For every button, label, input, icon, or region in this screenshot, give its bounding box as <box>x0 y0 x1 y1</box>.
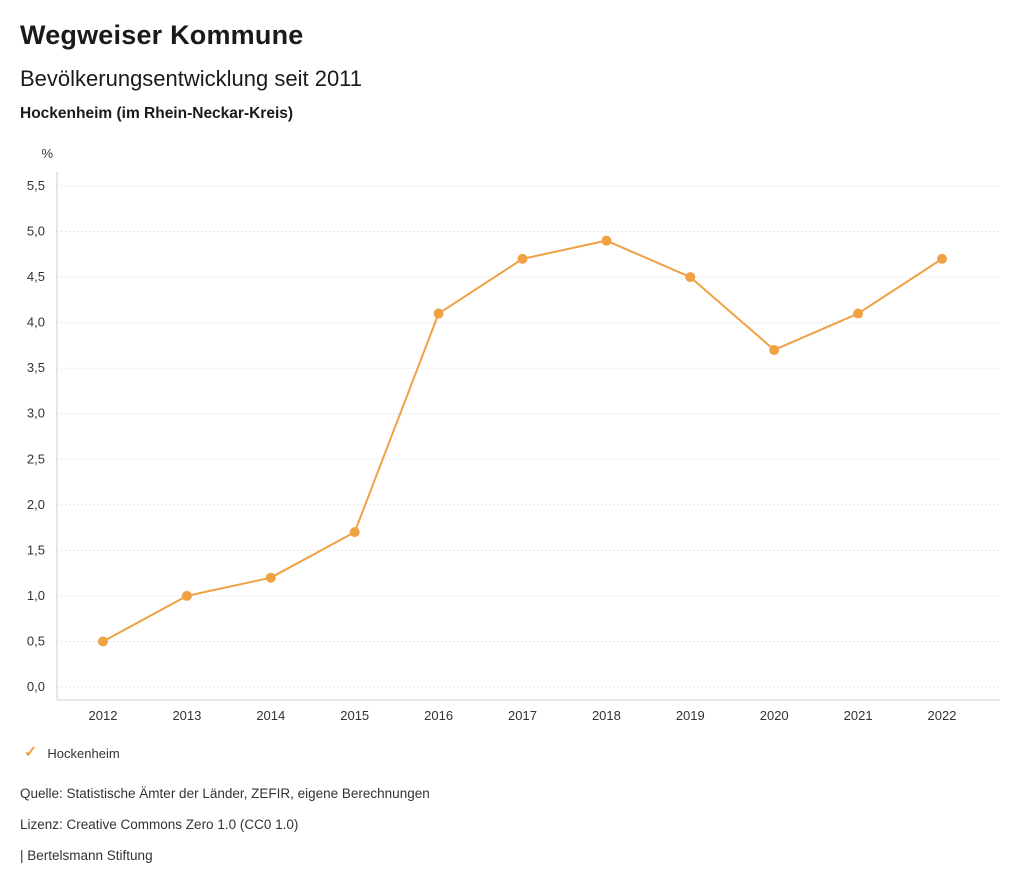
license-text: Lizenz: Creative Commons Zero 1.0 (CC0 1… <box>20 817 299 832</box>
svg-text:2017: 2017 <box>508 708 537 723</box>
chart-canvas: % 0,0 0,5 1,0 1,5 2,0 2,5 3,0 3,5 4,0 4,5 5,0 5,5 201… <box>27 146 1000 723</box>
svg-text:4,5: 4,5 <box>27 269 45 284</box>
population-line-chart: % 0,0 0,5 1,0 1,5 2,0 2,5 3,0 3,5 4,0 4,5 5,0 5,5 201… <box>0 140 1024 740</box>
svg-text:2019: 2019 <box>676 708 705 723</box>
page-title: Wegweiser Kommune <box>20 20 304 50</box>
svg-text:2,0: 2,0 <box>27 497 45 512</box>
svg-text:4,0: 4,0 <box>27 315 45 330</box>
source-text: Quelle: Statistische Ämter der Länder, Z… <box>20 786 430 801</box>
svg-text:2,5: 2,5 <box>27 451 45 466</box>
legend-item-hockenheim[interactable]: ✓ Hockenheim <box>24 745 120 761</box>
svg-text:2021: 2021 <box>844 708 873 723</box>
attribution-text: | Bertelsmann Stiftung <box>20 848 153 863</box>
chart-title: Bevölkerungsentwicklung seit 2011 <box>20 66 363 91</box>
svg-text:2016: 2016 <box>424 708 453 723</box>
svg-text:3,5: 3,5 <box>27 360 45 375</box>
svg-text:3,0: 3,0 <box>27 406 45 421</box>
svg-text:0,0: 0,0 <box>27 679 45 694</box>
svg-text:2013: 2013 <box>172 708 201 723</box>
svg-text:2014: 2014 <box>256 708 285 723</box>
svg-text:1,0: 1,0 <box>27 588 45 603</box>
svg-text:%: % <box>41 146 53 161</box>
svg-text:5,5: 5,5 <box>27 178 45 193</box>
svg-text:2015: 2015 <box>340 708 369 723</box>
legend-item-label: Hockenheim <box>47 745 120 761</box>
chart-region-subtitle: Hockenheim (im Rhein-Neckar-Kreis) <box>20 105 294 122</box>
svg-text:5,0: 5,0 <box>27 224 45 239</box>
svg-text:1,5: 1,5 <box>27 542 45 557</box>
svg-text:0,5: 0,5 <box>27 633 45 648</box>
svg-text:2018: 2018 <box>592 708 621 723</box>
legend-check-icon: ✓ <box>24 744 38 761</box>
svg-text:2012: 2012 <box>89 708 118 723</box>
svg-text:2020: 2020 <box>760 708 789 723</box>
svg-text:2022: 2022 <box>928 708 957 723</box>
